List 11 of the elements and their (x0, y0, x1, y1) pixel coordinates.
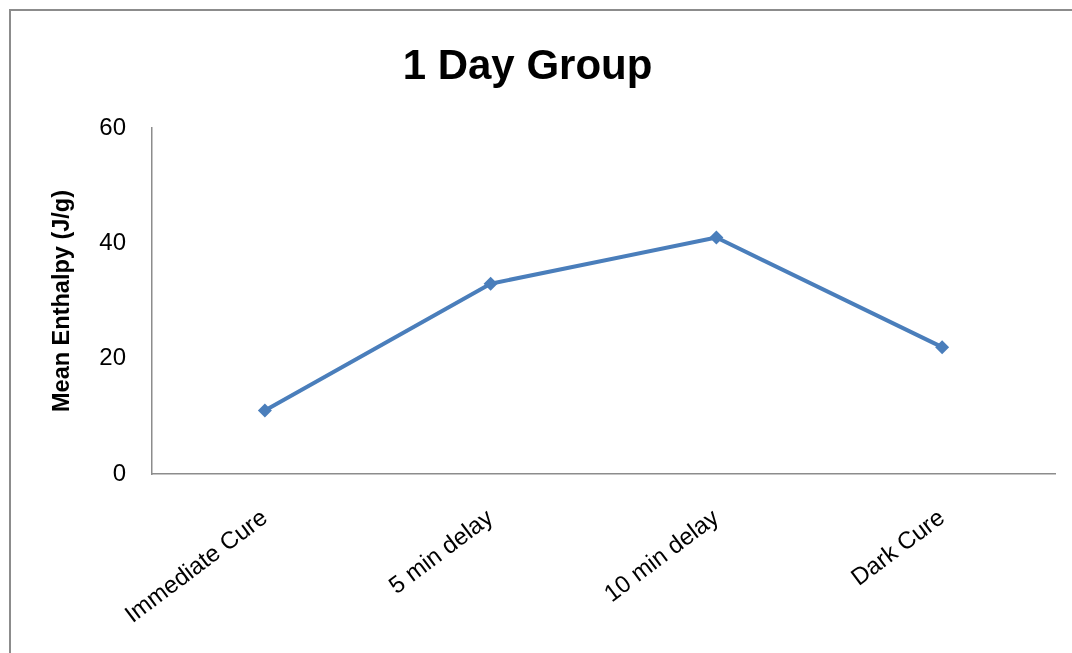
x-tick-label: Dark Cure (845, 503, 950, 591)
chart-title: 1 Day Group (402, 40, 653, 88)
y-axis-title: Mean Enthalpy (J/g) (47, 190, 74, 412)
y-tick-label: 40 (99, 227, 126, 255)
point (709, 230, 724, 245)
y-tick-label: 60 (99, 112, 126, 140)
y-tick-label: 0 (112, 458, 126, 486)
point (257, 403, 272, 418)
point (935, 340, 950, 355)
y-tick-label: 20 (99, 343, 126, 371)
point (483, 276, 498, 291)
